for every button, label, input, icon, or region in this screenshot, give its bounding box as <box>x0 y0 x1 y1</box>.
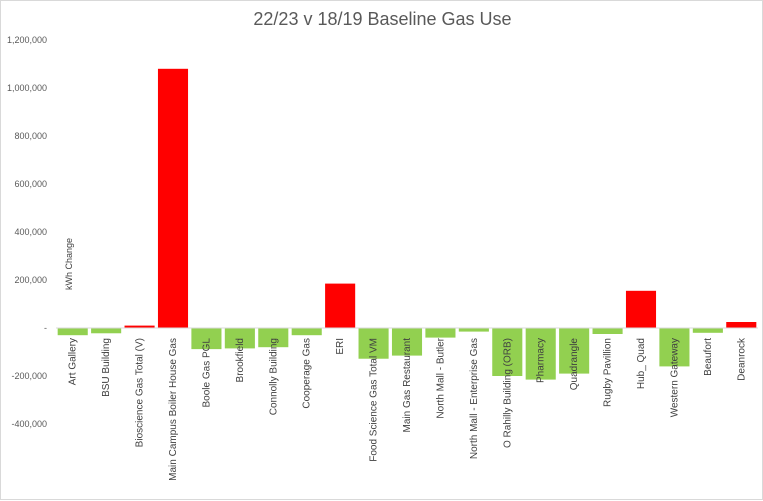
y-tick-label: 400,000 <box>14 227 47 237</box>
category-label: Main Campus Boiler House Gas <box>168 338 179 481</box>
category-label: Pharmacy <box>536 338 547 383</box>
bar <box>726 322 757 328</box>
category-label: Art Gallery <box>68 338 79 385</box>
bar <box>325 283 356 328</box>
category-label: Deanrock <box>736 337 747 381</box>
bar <box>124 325 155 328</box>
bar <box>224 328 255 349</box>
bar <box>625 290 657 328</box>
y-tick-label: 1,200,000 <box>7 35 47 45</box>
category-label: Brookfield <box>235 338 246 382</box>
bar <box>358 328 389 359</box>
bar <box>391 328 423 356</box>
category-label: Western Gateway <box>669 338 680 417</box>
category-label: North Mall - Butler <box>435 337 446 418</box>
chart-title: 22/23 v 18/19 Baseline Gas Use <box>253 9 512 29</box>
bar <box>157 68 189 329</box>
bar <box>258 328 289 348</box>
category-label: O Rahilly Building (ORB) <box>502 338 513 448</box>
bar <box>592 328 623 334</box>
category-label: Main Gas Restaurant <box>402 338 413 433</box>
y-tick-label: - <box>44 323 47 333</box>
category-label: Bioscience Gas Total (V) <box>135 338 146 447</box>
category-label: Food Science Gas Total VM <box>369 338 380 462</box>
bar <box>191 328 222 350</box>
y-tick-label: 200,000 <box>14 275 47 285</box>
category-label: Boole Gas PGL <box>201 338 212 408</box>
y-tick-label: 1,000,000 <box>7 83 47 93</box>
category-label: Cooperage Gas <box>302 338 313 409</box>
bar <box>525 328 556 380</box>
y-axis-label: kWh Change <box>64 238 74 290</box>
y-tick-label: 600,000 <box>14 179 47 189</box>
category-label: Hub_ Quad <box>636 338 647 389</box>
category-label: Rugby Pavillion <box>603 338 614 407</box>
category-label: Quadrangle <box>569 338 580 391</box>
category-label: Beaufort <box>703 338 714 376</box>
y-tick-label: 800,000 <box>14 131 47 141</box>
bars <box>57 68 757 380</box>
y-tick-label: -400,000 <box>11 419 47 429</box>
category-label: ERI <box>335 338 346 355</box>
bar <box>692 328 723 333</box>
category-label: Connolly Building <box>268 338 279 415</box>
bar <box>559 328 590 374</box>
y-tick-label: -200,000 <box>11 371 47 381</box>
y-axis-ticks: 1,200,000 1,000,000 800,000 600,000 400,000 2… <box>7 35 47 429</box>
bar <box>57 328 88 336</box>
bar <box>91 328 122 334</box>
category-label: BSU Building <box>101 338 112 397</box>
category-labels: Art Gallery BSU Building Bioscience Gas To… <box>68 337 748 481</box>
bar <box>458 328 489 332</box>
category-label: North Mall - Enterprise Gas <box>469 338 480 459</box>
bar <box>659 328 690 367</box>
bar <box>425 328 456 338</box>
bar <box>492 328 523 376</box>
bar <box>291 328 322 336</box>
